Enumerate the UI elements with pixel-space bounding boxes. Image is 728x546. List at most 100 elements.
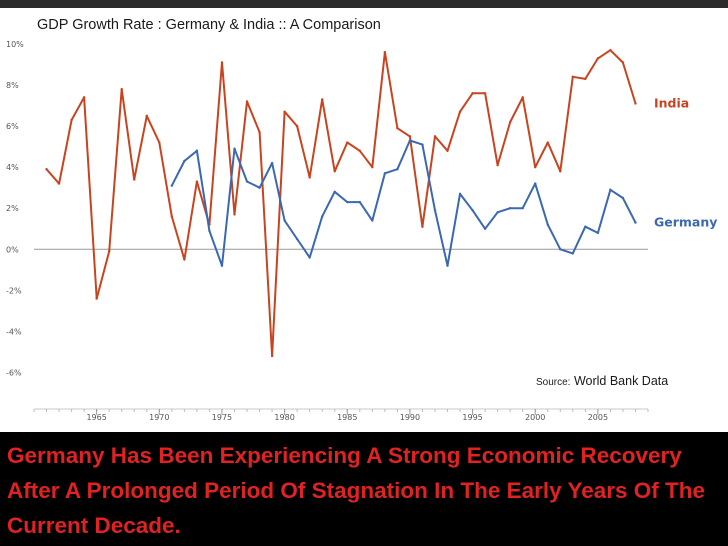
india-data-point <box>496 163 499 167</box>
x-tick-label: 1965 <box>86 413 106 422</box>
germany-data-point <box>208 229 211 233</box>
x-tick-label: 1995 <box>462 413 482 422</box>
y-tick-label: 0% <box>6 245 19 254</box>
germany-data-point <box>408 139 412 142</box>
india-data-point <box>321 98 324 101</box>
india-data-point <box>82 96 86 99</box>
india-data-point <box>220 61 224 64</box>
india-data-point <box>521 96 524 99</box>
india-data-point <box>258 131 261 134</box>
india-data-point <box>57 182 61 185</box>
india-data-point <box>383 51 387 54</box>
india-data-point <box>95 297 98 300</box>
india-data-point <box>170 215 174 218</box>
india-data-point <box>571 75 575 79</box>
germany-data-point <box>584 225 587 228</box>
y-tick-label: 6% <box>6 122 19 131</box>
india-data-point <box>333 170 336 173</box>
chart-panel: India Germany 10% 8% 6% 4% 2% 0% -2% -4% -6% 1965 1… <box>0 8 728 432</box>
india-data-point <box>270 354 274 358</box>
india-data-point <box>133 178 136 181</box>
y-tick-label: 8% <box>6 81 19 90</box>
x-tick-label: 1985 <box>337 413 357 422</box>
india-series-line <box>45 49 637 357</box>
india-data-point <box>283 110 286 113</box>
india-data-point <box>634 102 637 105</box>
germany-data-point <box>170 184 174 187</box>
india-data-point <box>358 149 361 152</box>
india-data-point <box>145 114 148 118</box>
germany-data-point <box>609 188 612 191</box>
india-data-point <box>534 165 537 169</box>
y-tick-label: 4% <box>6 163 19 172</box>
germany-data-point <box>295 237 299 241</box>
india-data-point <box>158 141 161 144</box>
germany-data-point <box>446 264 449 267</box>
x-tick-label: 1990 <box>400 413 420 422</box>
india-data-point <box>396 126 399 130</box>
x-tick-label: 2000 <box>525 413 545 422</box>
y-tick-label: -4% <box>6 327 22 336</box>
germany-data-point <box>521 207 524 210</box>
germany-data-point <box>308 256 311 259</box>
india-data-point <box>120 87 123 91</box>
y-tick-label: -6% <box>6 368 22 377</box>
germany-data-point <box>596 231 600 235</box>
germany-data-point <box>358 200 361 204</box>
india-data-point <box>596 57 600 60</box>
source-label: Source: <box>536 377 571 388</box>
germany-data-point <box>245 180 249 183</box>
series-layer: India Germany <box>45 48 717 358</box>
india-data-point <box>433 135 437 138</box>
germany-data-point <box>333 190 336 194</box>
germany-data-point <box>233 147 236 150</box>
india-data-point <box>559 170 562 173</box>
india-data-point <box>245 100 249 103</box>
india-data-point <box>421 225 424 228</box>
germany-data-point <box>559 248 562 251</box>
india-data-point <box>183 258 186 261</box>
germany-data-point <box>458 192 462 196</box>
chart-title: GDP Growth Rate : Germany & India :: A C… <box>37 17 381 33</box>
germany-data-point <box>283 219 286 222</box>
germany-series-label: Germany <box>654 215 717 230</box>
germany-data-point <box>433 209 437 212</box>
india-data-point <box>233 213 236 216</box>
germany-data-point <box>396 168 399 171</box>
y-tick-label: -2% <box>6 286 22 295</box>
india-data-point <box>295 124 299 128</box>
india-data-point <box>471 92 474 95</box>
top-bar <box>0 0 728 8</box>
germany-data-point <box>258 186 261 189</box>
germany-data-point <box>546 223 549 226</box>
india-data-point <box>346 141 349 144</box>
india-data-point <box>609 48 612 52</box>
germany-data-point <box>471 209 474 212</box>
india-data-point <box>458 110 462 113</box>
germany-data-point <box>534 182 537 185</box>
germany-data-point <box>346 200 349 204</box>
x-tick-label: 1980 <box>274 413 294 422</box>
germany-data-point <box>496 211 499 214</box>
germany-data-point <box>571 252 575 255</box>
india-data-point <box>508 120 512 124</box>
source-value: World Bank Data <box>573 374 669 388</box>
x-tick-label: 1975 <box>212 413 232 422</box>
germany-data-point <box>195 149 199 152</box>
india-data-point <box>195 180 199 183</box>
india-data-point <box>408 135 412 138</box>
caption-banner: Germany Has Been Experiencing A Strong E… <box>0 432 728 546</box>
x-tick-label: 2005 <box>588 413 608 422</box>
caption-text: Germany Has Been Experiencing A Strong E… <box>7 443 706 538</box>
germany-data-point <box>621 196 625 200</box>
germany-data-point <box>383 172 387 175</box>
india-data-point <box>107 250 111 253</box>
germany-data-point <box>220 264 224 267</box>
india-data-point <box>45 168 48 171</box>
india-data-point <box>621 61 625 64</box>
source-note: Source: World Bank Data <box>536 374 668 388</box>
india-data-point <box>584 77 587 81</box>
germany-data-point <box>421 143 424 146</box>
germany-data-point <box>321 215 324 218</box>
